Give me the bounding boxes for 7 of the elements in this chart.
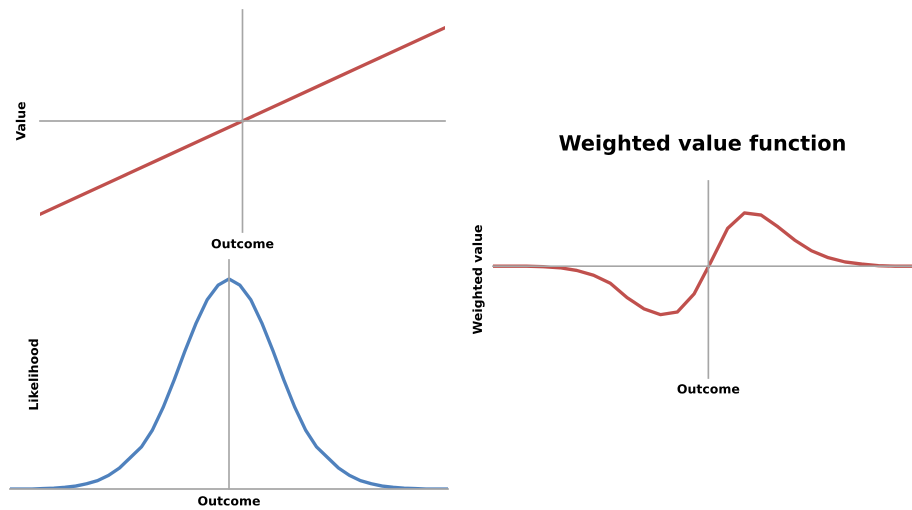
x-axis-title: Outcome: [198, 496, 260, 506]
x-axis-title: Outcome: [677, 384, 740, 394]
y-axis-title: Weighted value: [472, 225, 485, 334]
y-axis-title: Value: [16, 102, 26, 140]
y-axis-title: Likelihood: [28, 339, 38, 410]
chart-title: Weighted value function: [559, 134, 845, 155]
x-axis-title: Outcome: [212, 238, 274, 248]
